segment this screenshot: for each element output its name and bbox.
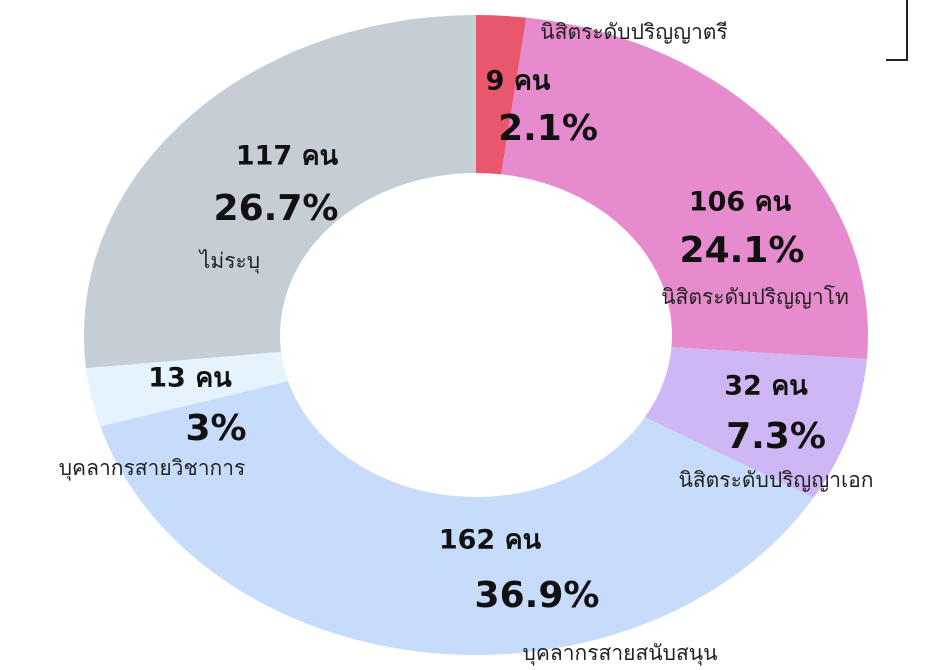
percent-label: 26.7%	[214, 188, 339, 229]
donut-slice	[644, 347, 867, 498]
category-label: บุคลากรสายวิชาการ	[59, 456, 246, 481]
count-label: 13 คน	[148, 363, 232, 394]
percent-label: 36.9%	[475, 575, 600, 616]
count-label: 106 คน	[689, 187, 792, 218]
donut-slice	[84, 15, 476, 369]
count-label: 162 คน	[439, 525, 542, 556]
category-label: ไม่ระบุ	[198, 249, 260, 274]
percent-label: 3%	[185, 408, 246, 449]
donut-slice	[476, 15, 527, 175]
category-label: นิสิตระดับปริญญาโท	[661, 285, 849, 309]
count-label: 32 คน	[724, 371, 808, 402]
bracket	[886, 0, 908, 61]
category-label: บุคลากรสายสนับสนุน	[523, 641, 718, 666]
donut-slice	[86, 351, 289, 427]
percent-label: 2.1%	[498, 108, 598, 149]
donut-slice	[100, 381, 814, 655]
count-label: 117 คน	[236, 141, 339, 172]
donut-slice	[501, 17, 868, 360]
percent-label: 24.1%	[680, 230, 805, 271]
count-label: 9 คน	[486, 66, 551, 97]
category-label: นิสิตระดับปริญญาเอก	[678, 468, 873, 492]
category-label: นิสิตระดับปริญญาตรี	[540, 20, 727, 44]
percent-label: 7.3%	[726, 416, 826, 457]
